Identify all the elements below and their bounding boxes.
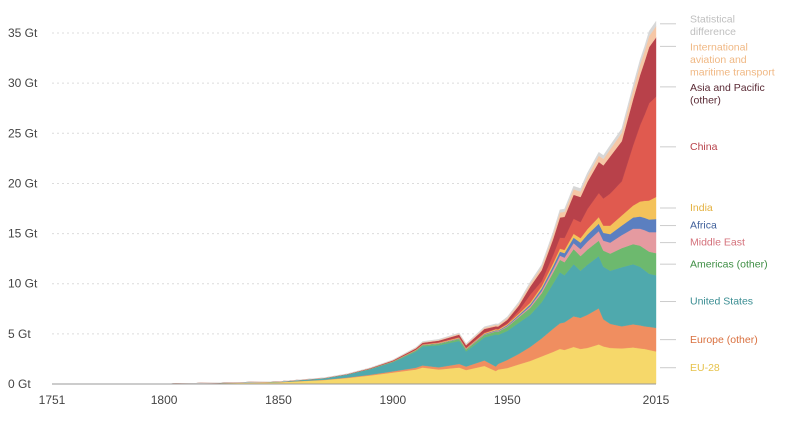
x-tick-label: 1850: [265, 393, 292, 407]
y-tick-label: 30 Gt: [8, 76, 38, 90]
legend-label: Middle East: [690, 237, 745, 249]
y-tick-label: 25 Gt: [8, 126, 38, 140]
legend-entry-africa: Africa: [660, 220, 717, 232]
legend-entry-china: China: [660, 141, 718, 153]
legend-label: India: [690, 202, 713, 214]
legend-entry-asia-and-pacific-other: Asia and Pacific(other): [660, 82, 765, 106]
legend-entry-eu-28: EU-28: [660, 362, 720, 374]
x-tick-label: 2015: [643, 393, 670, 407]
legend-entry-americas-other: Americas (other): [660, 258, 768, 270]
legend-label: maritime transport: [690, 66, 775, 78]
area-eu-28: [51, 344, 657, 385]
gridlines: [52, 32, 656, 335]
legend-label: Asia and Pacific: [690, 82, 765, 94]
x-tick-label: 1751: [39, 393, 66, 407]
legend-label: Africa: [690, 220, 717, 232]
legend-entry-middle-east: Middle East: [660, 237, 745, 249]
legend-entry-europe-other: Europe (other): [660, 334, 758, 346]
legend-entry-india: India: [660, 202, 713, 214]
legend-label: Americas (other): [690, 258, 768, 270]
y-axis-ticks: 0 Gt 5 Gt 10 Gt 15 Gt 20 Gt 25 Gt 30 Gt 35 Gt: [8, 26, 38, 391]
series-areas: [51, 20, 657, 385]
legend-label: Statistical: [690, 13, 735, 25]
legend-entry-united-states: United States: [660, 296, 753, 308]
area-statistical-difference: [51, 20, 657, 385]
legend-label: Europe (other): [690, 334, 758, 346]
y-tick-label: 5 Gt: [8, 327, 31, 341]
y-tick-label: 0 Gt: [8, 377, 31, 391]
y-tick-label: 10 Gt: [8, 277, 38, 291]
legend-label: aviation and: [690, 54, 747, 66]
legend-label: United States: [690, 296, 753, 308]
legend-label: (other): [690, 94, 721, 106]
x-tick-label: 1900: [380, 393, 407, 407]
x-axis-ticks: 1751 1800 1850 1900 1950 2015: [39, 393, 670, 407]
legend-label: difference: [690, 26, 736, 38]
legend-label: International: [690, 41, 748, 53]
y-tick-label: 15 Gt: [8, 227, 38, 241]
legend-label: China: [690, 141, 718, 153]
y-tick-label: 35 Gt: [8, 26, 38, 40]
legend-label: EU-28: [690, 362, 720, 374]
y-tick-label: 20 Gt: [8, 176, 38, 190]
x-tick-label: 1800: [151, 393, 178, 407]
x-tick-label: 1950: [494, 393, 521, 407]
